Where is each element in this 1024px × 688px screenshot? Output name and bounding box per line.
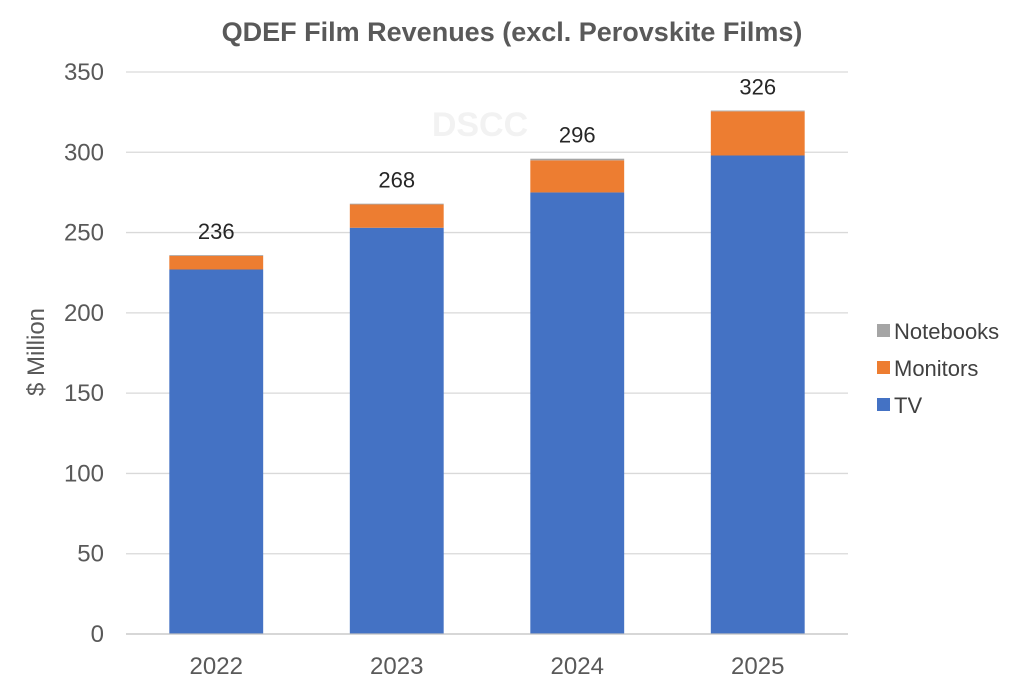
x-tick-label: 2025 bbox=[731, 653, 784, 680]
y-tick-label: 0 bbox=[91, 621, 104, 648]
bar-monitors-2024 bbox=[530, 160, 625, 193]
x-tick-label: 2023 bbox=[370, 653, 423, 680]
legend-label-monitors: Monitors bbox=[894, 356, 978, 381]
legend-label-tv: TV bbox=[894, 393, 922, 418]
bars bbox=[169, 110, 805, 635]
bar-tv-2025 bbox=[710, 155, 805, 635]
total-label: 268 bbox=[378, 168, 415, 193]
bar-monitors-2022 bbox=[169, 255, 264, 270]
total-labels: 236 268 296 326 bbox=[198, 75, 776, 245]
y-tick-label: 100 bbox=[64, 460, 104, 487]
total-label: 326 bbox=[739, 75, 776, 100]
watermark: DSCC bbox=[432, 106, 528, 144]
legend-label-notebooks: Notebooks bbox=[894, 319, 999, 344]
bar-notebooks-2025 bbox=[710, 110, 805, 112]
legend-swatch-tv bbox=[877, 398, 890, 411]
y-tick-label: 350 bbox=[64, 59, 104, 86]
bar-notebooks-2024 bbox=[530, 158, 625, 161]
y-tick-label: 300 bbox=[64, 139, 104, 166]
y-axis-ticks: 0 50 100 150 200 250 300 350 bbox=[64, 59, 104, 648]
y-tick-label: 250 bbox=[64, 220, 104, 247]
chart-title: QDEF Film Revenues (excl. Perovskite Fil… bbox=[222, 17, 803, 47]
bar-tv-2022 bbox=[169, 269, 264, 634]
y-axis-label: $ Million bbox=[23, 308, 50, 396]
legend: Notebooks Monitors TV bbox=[877, 319, 999, 418]
total-label: 236 bbox=[198, 219, 235, 244]
bar-tv-2024 bbox=[530, 192, 625, 634]
y-tick-label: 50 bbox=[77, 541, 104, 568]
y-tick-label: 200 bbox=[64, 300, 104, 327]
legend-swatch-notebooks bbox=[877, 324, 890, 337]
x-tick-label: 2022 bbox=[190, 653, 243, 680]
bar-monitors-2023 bbox=[349, 204, 444, 228]
bar-notebooks-2022 bbox=[169, 255, 264, 256]
x-tick-label: 2024 bbox=[551, 653, 604, 680]
total-label: 296 bbox=[559, 123, 596, 148]
x-axis-ticks: 2022 2023 2024 2025 bbox=[190, 653, 785, 680]
bar-tv-2023 bbox=[349, 227, 444, 635]
bar-notebooks-2023 bbox=[349, 203, 444, 205]
legend-swatch-monitors bbox=[877, 361, 890, 374]
y-tick-label: 150 bbox=[64, 380, 104, 407]
bar-monitors-2025 bbox=[710, 111, 805, 156]
